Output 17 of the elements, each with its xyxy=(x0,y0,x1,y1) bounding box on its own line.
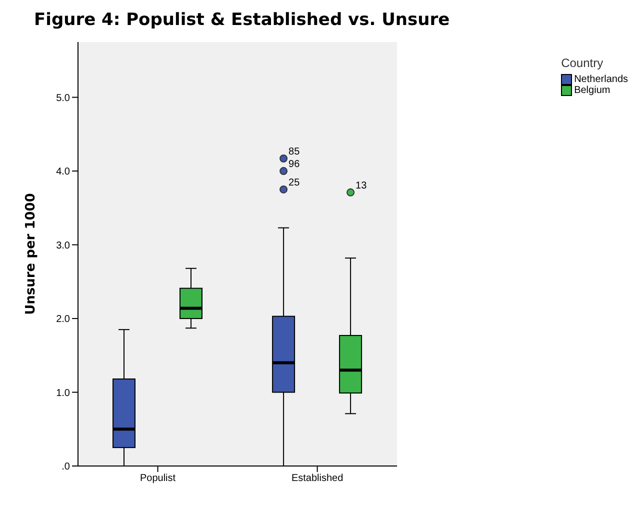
y-tick-label: .0 xyxy=(62,462,70,473)
annotation: 96 xyxy=(288,159,300,170)
y-axis-title: Unsure per 1000 xyxy=(24,193,39,315)
legend-label: Netherlands xyxy=(574,74,628,85)
x-tick-label: Populist xyxy=(140,473,176,484)
annotation: 85 xyxy=(288,146,300,158)
y-tick-label: 3.0 xyxy=(56,240,70,252)
chart-title: Figure 4: Populist & Established vs. Unsure xyxy=(33,9,451,32)
y-tick-label: 4.0 xyxy=(56,166,70,178)
y-tick-label: 5.0 xyxy=(56,92,70,104)
x-tick-label: Established xyxy=(291,473,344,484)
annotation: 25 xyxy=(288,177,300,188)
y-tick-label: 1.0 xyxy=(56,388,70,399)
legend-label: Belgium xyxy=(574,85,610,96)
y-tick-label: 2.0 xyxy=(56,314,70,326)
annotation: 13 xyxy=(356,180,368,192)
legend-title: Country xyxy=(561,56,604,70)
